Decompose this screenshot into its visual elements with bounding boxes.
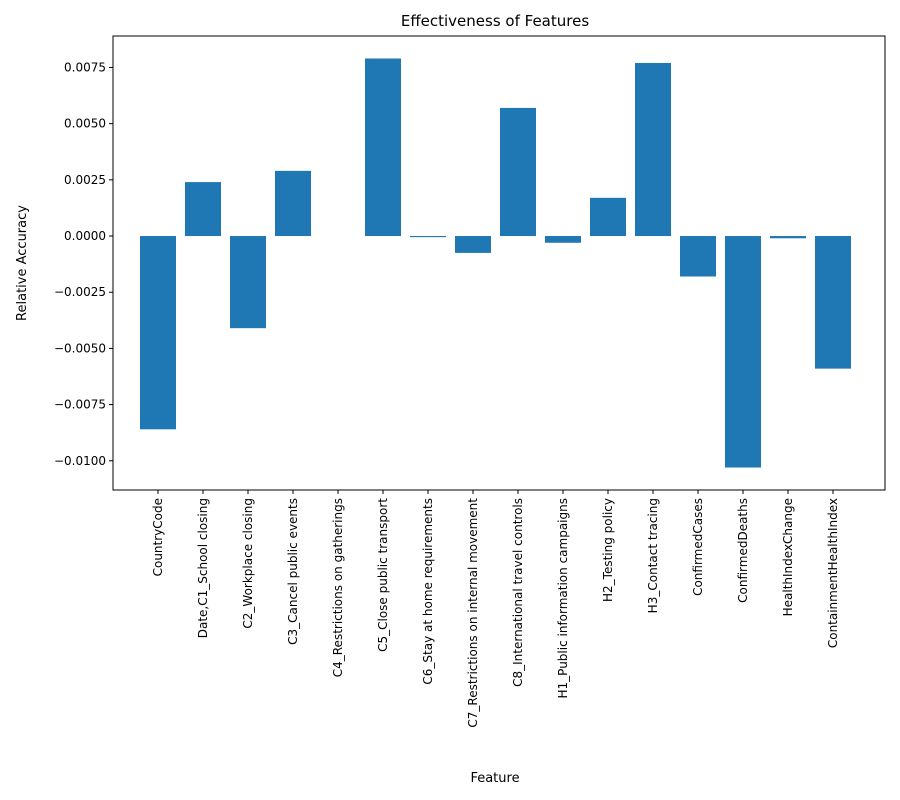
- y-tick-label-7: −0.0100: [54, 454, 106, 468]
- bar-14: [770, 236, 806, 239]
- y-tick-label-1: 0.0050: [64, 117, 106, 131]
- x-tick-label-7: C7_Restrictions on internal movement: [466, 498, 480, 728]
- y-tick-label-6: −0.0075: [54, 398, 106, 412]
- bar-12: [680, 236, 716, 277]
- y-tick-label-0: 0.0075: [64, 60, 106, 74]
- x-tick-label-1: Date,C1_School closing: [196, 498, 210, 638]
- x-tick-label-15: ContainmentHealthIndex: [826, 498, 840, 648]
- x-axis-ticks: CountryCode Date,C1_School closing C2_Work…: [151, 490, 840, 728]
- bar-8: [500, 107, 536, 237]
- bar-13: [725, 236, 761, 468]
- x-tick-label-3: C3_Cancel public events: [286, 498, 300, 645]
- bar-15: [815, 236, 851, 369]
- x-tick-label-14: HealthIndexChange: [781, 498, 795, 616]
- x-tick-label-2: C2_Workplace closing: [241, 498, 255, 629]
- y-axis-label: Relative Accuracy: [15, 205, 30, 321]
- bar-5: [365, 58, 401, 237]
- bar-3: [275, 170, 311, 237]
- bar-7: [455, 236, 491, 253]
- bar-11: [635, 62, 671, 237]
- x-tick-label-8: C8_International travel controls: [511, 498, 525, 687]
- x-axis-label: Feature: [470, 771, 519, 786]
- bar-9: [545, 236, 581, 243]
- plot-area-frame: [112, 35, 886, 491]
- x-tick-label-11: H3_Contact tracing: [646, 498, 660, 613]
- bars-group: [140, 58, 851, 468]
- x-tick-label-13: ConfirmedDeaths: [736, 498, 750, 603]
- chart-title: Effectiveness of Features: [401, 12, 589, 30]
- x-tick-label-0: CountryCode: [151, 498, 165, 576]
- x-tick-label-4: C4_Restrictions on gatherings: [331, 498, 345, 677]
- bar-2: [230, 236, 266, 329]
- x-tick-label-12: ConfirmedCases: [691, 498, 705, 596]
- x-tick-label-9: H1_Public information campaigns: [556, 498, 570, 698]
- x-tick-label-10: H2_Testing policy: [601, 498, 615, 602]
- y-tick-label-2: 0.0025: [64, 173, 106, 187]
- x-tick-label-5: C5_Close public transport: [376, 498, 390, 652]
- y-axis-ticks: 0.0075 0.0050 0.0025 0.0000 −0.0025 −0.0050 −0…: [54, 60, 113, 468]
- bar-6: [410, 236, 446, 238]
- y-tick-label-5: −0.0050: [54, 341, 106, 355]
- bar-0: [140, 236, 176, 430]
- x-tick-label-6: C6_Stay at home requirements: [421, 498, 435, 685]
- y-tick-label-3: 0.0000: [64, 229, 106, 243]
- y-tick-label-4: −0.0025: [54, 285, 106, 299]
- bar-10: [590, 197, 626, 237]
- bar-1: [185, 182, 221, 237]
